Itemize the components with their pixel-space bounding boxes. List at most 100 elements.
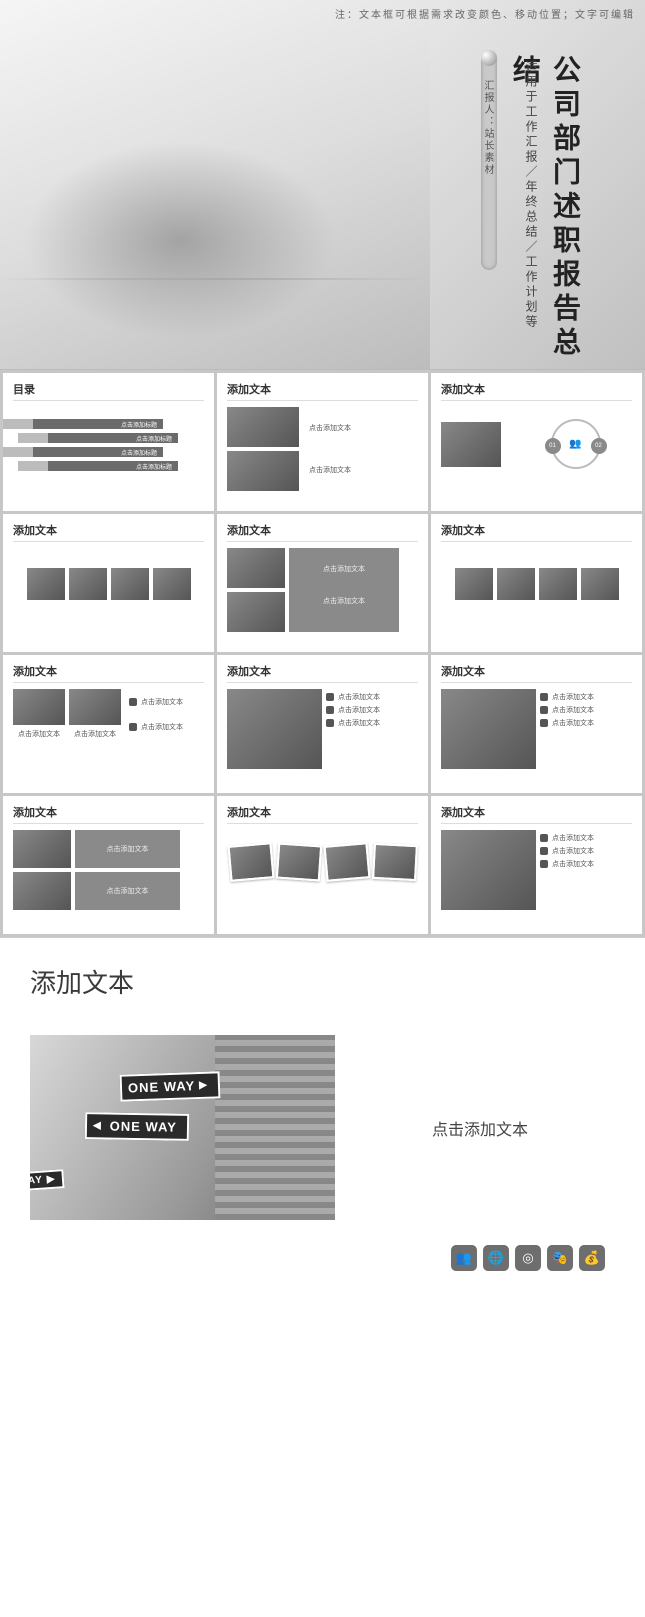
thumb-slide[interactable]: 添加文本 点击添加文本 点击添加文本 xyxy=(3,796,214,934)
image-placeholder xyxy=(441,422,501,467)
image-placeholder xyxy=(153,568,191,600)
bullet-icon xyxy=(129,698,137,706)
image-placeholder xyxy=(227,842,274,882)
street-sign: ONE WAY xyxy=(120,1071,221,1101)
placeholder-text: 点击添加文本 xyxy=(297,596,391,606)
hero-note: 注：文本框可根据需求改变颜色、移动位置；文字可编辑 xyxy=(335,6,635,21)
thumb-title: 添加文本 xyxy=(13,522,204,542)
hero-slide: 注：文本框可根据需求改变颜色、移动位置；文字可编辑 公司部门述职报告总结 适用于… xyxy=(0,0,645,370)
building-decoration xyxy=(215,1035,335,1220)
placeholder-text: 点击添加文本 xyxy=(552,718,594,728)
footer-icon[interactable]: 👥 xyxy=(451,1245,477,1271)
image-placeholder xyxy=(497,568,535,600)
placeholder-text: 点击添加文本 xyxy=(297,564,391,574)
thumb-title: 添加文本 xyxy=(227,663,418,683)
gray-text-box: 点击添加文本 xyxy=(75,830,180,868)
bullet-icon xyxy=(540,693,548,701)
bullet-icon xyxy=(326,706,334,714)
image-placeholder xyxy=(13,689,65,725)
image-placeholder xyxy=(227,451,299,491)
bullet-icon xyxy=(540,706,548,714)
image-placeholder xyxy=(441,689,536,769)
placeholder-text: 点击添加文本 xyxy=(309,423,351,433)
thumb-slide[interactable]: 添加文本 01 02 👥 xyxy=(431,373,642,511)
placeholder-text: 点击添加文本 xyxy=(552,692,594,702)
footer-icon[interactable]: 💰 xyxy=(579,1245,605,1271)
detail-slide: 添加文本 ONE WAY ONE WAY WAY 点击添加文本 👥 🌐 ◎ 🎭 … xyxy=(0,937,645,1286)
placeholder-text: 点击添加文本 xyxy=(552,705,594,715)
bullet-icon xyxy=(326,719,334,727)
thumb-title: 添加文本 xyxy=(227,381,418,401)
ring-diagram: 01 02 👥 xyxy=(551,419,601,469)
thumb-title: 添加文本 xyxy=(13,663,204,683)
image-placeholder xyxy=(69,689,121,725)
thumb-slide[interactable]: 添加文本 点击添加文本 点击添加文本 点击添加文本 xyxy=(431,655,642,793)
image-placeholder xyxy=(581,568,619,600)
thumb-title: 目录 xyxy=(13,381,204,401)
ring-center-icon: 👥 xyxy=(569,439,581,450)
footer-icon[interactable]: 🌐 xyxy=(483,1245,509,1271)
thumb-slide[interactable]: 添加文本 xyxy=(3,514,214,652)
thumb-slide[interactable]: 添加文本 点击添加文本 点击添加文本 xyxy=(217,373,428,511)
thumb-title: 添加文本 xyxy=(13,804,204,824)
placeholder-text: 点击添加文本 xyxy=(141,697,183,707)
bullet-list: 点击添加文本 点击添加文本 点击添加文本 xyxy=(540,830,594,910)
thumb-title: 添加文本 xyxy=(441,381,632,401)
image-placeholder xyxy=(13,872,71,910)
placeholder-text: 点击添加文本 xyxy=(338,692,380,702)
placeholder-text: 点击添加文本 xyxy=(552,846,594,856)
hero-title: 公司部门述职报告总结 xyxy=(505,55,585,369)
thumb-title: 添加文本 xyxy=(227,522,418,542)
thumbnail-grid: 目录 点击添加标题 点击添加标题 点击添加标题 点击添加标题 添加文本 点击添加… xyxy=(0,370,645,937)
bullet-icon xyxy=(540,719,548,727)
hero-author: 汇报人：站长素材 xyxy=(480,80,495,176)
thumb-title: 添加文本 xyxy=(441,804,632,824)
thumb-slide[interactable]: 添加文本 点击添加文本 点击添加文本 点击添加文本 xyxy=(217,655,428,793)
thumb-slide[interactable]: 添加文本 xyxy=(431,514,642,652)
bullet-icon xyxy=(129,723,137,731)
image-placeholder xyxy=(111,568,149,600)
thumb-slide[interactable]: 添加文本 点击添加文本 点击添加文本 点击添加文本 xyxy=(431,796,642,934)
image-placeholder xyxy=(69,568,107,600)
bar-label: 点击添加标题 xyxy=(121,448,157,457)
placeholder-text: 点击添加文本 xyxy=(338,718,380,728)
image-placeholder xyxy=(227,548,285,588)
footer-icon[interactable]: 🎭 xyxy=(547,1245,573,1271)
thumb-slide[interactable]: 添加文本 点击添加文本 点击添加文本 xyxy=(217,514,428,652)
placeholder-text: 点击添加文本 xyxy=(552,833,594,843)
street-sign: ONE WAY xyxy=(85,1112,189,1141)
image-placeholder xyxy=(372,843,418,881)
bar-label: 点击添加标题 xyxy=(136,462,172,471)
desk-line xyxy=(0,278,430,280)
detail-title: 添加文本 xyxy=(30,963,615,1000)
bullet-icon xyxy=(540,834,548,842)
thumb-title: 添加文本 xyxy=(441,663,632,683)
image-placeholder xyxy=(323,842,370,882)
placeholder-text: 点击添加文本 xyxy=(552,859,594,869)
thumb-slide[interactable]: 添加文本 xyxy=(217,796,428,934)
image-placeholder xyxy=(227,407,299,447)
bullet-icon xyxy=(540,860,548,868)
sign-text: ONE WAY xyxy=(110,1119,177,1135)
bar-label: 点击添加标题 xyxy=(121,420,157,429)
image-placeholder xyxy=(275,843,321,882)
bullet-icon xyxy=(326,693,334,701)
hero-subtitle: 适用于工作汇报／年终总结／工作计划等 xyxy=(523,60,540,330)
gray-text-box: 点击添加文本 点击添加文本 xyxy=(289,548,399,632)
thumb-slide[interactable]: 添加文本 点击添加文本 点击添加文本 点击添加文本 点击添加文本 xyxy=(3,655,214,793)
placeholder-text: 点击添加文本 xyxy=(338,705,380,715)
image-placeholder xyxy=(227,689,322,769)
image-placeholder xyxy=(539,568,577,600)
bullet-list: 点击添加文本 点击添加文本 点击添加文本 xyxy=(326,689,380,769)
detail-text: 点击添加文本 xyxy=(345,1116,615,1140)
image-placeholder xyxy=(441,830,536,910)
image-placeholder xyxy=(227,592,285,632)
sign-text: ONE WAY xyxy=(128,1078,196,1095)
bar-label: 点击添加标题 xyxy=(136,434,172,443)
thumb-title: 添加文本 xyxy=(441,522,632,542)
thumb-toc[interactable]: 目录 点击添加标题 点击添加标题 点击添加标题 点击添加标题 xyxy=(3,373,214,511)
placeholder-text: 点击添加文本 xyxy=(141,722,183,732)
street-sign: WAY xyxy=(30,1169,64,1192)
placeholder-text: 点击添加文本 xyxy=(18,729,60,739)
footer-icon[interactable]: ◎ xyxy=(515,1245,541,1271)
